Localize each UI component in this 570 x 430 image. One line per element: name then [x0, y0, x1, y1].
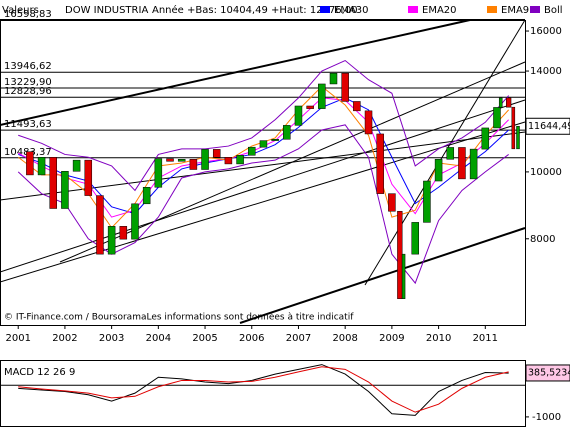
- candle: [236, 155, 244, 165]
- candle: [341, 72, 349, 102]
- level-label: 13229,90: [4, 77, 52, 88]
- y-tick-label: 16000: [530, 26, 562, 37]
- candle: [189, 159, 198, 170]
- trend-line: [239, 227, 526, 324]
- candle: [26, 151, 34, 176]
- candle: [49, 157, 58, 209]
- level-label: 12828,96: [4, 86, 52, 97]
- candle: [329, 72, 338, 85]
- candle: [271, 139, 279, 141]
- legend-label: EMA9: [501, 5, 529, 16]
- header-range: Année +Bas: 10404,49 +Haut: 12876,00: [152, 4, 358, 16]
- candle: [434, 159, 443, 182]
- candle: [458, 147, 466, 180]
- candle: [306, 105, 314, 109]
- candle: [212, 149, 221, 158]
- y-tick-label: 14000: [530, 66, 562, 77]
- level-label: 16598,83: [4, 9, 52, 20]
- candle: [201, 149, 209, 170]
- candle: [469, 148, 478, 180]
- x-tick-label: 2009: [379, 333, 404, 344]
- candle: [481, 127, 490, 150]
- candle: [142, 187, 151, 205]
- candle: [259, 140, 268, 148]
- legend-label: EMA20: [422, 5, 457, 16]
- x-tick-label: 2011: [473, 333, 498, 344]
- candle: [516, 126, 520, 150]
- candle: [511, 106, 516, 150]
- legend-label: EMA30: [334, 5, 369, 16]
- header-label: Valeurs: [2, 5, 39, 16]
- candle: [131, 203, 139, 240]
- header-symbol: DOW INDUSTRIA: [65, 5, 148, 16]
- level-label: 13946,62: [4, 61, 52, 72]
- candle: [166, 158, 174, 162]
- x-tick-label: 2001: [5, 333, 30, 344]
- legend-swatch: [320, 6, 330, 13]
- candle: [397, 210, 403, 299]
- macd-title: MACD 12 26 9: [4, 367, 75, 378]
- legend-swatch: [530, 6, 540, 13]
- level-label: 11493,63: [4, 119, 52, 130]
- legend-label: Boll: [544, 5, 563, 16]
- candle: [318, 83, 326, 109]
- candle: [72, 159, 81, 172]
- candle: [498, 97, 503, 108]
- x-tick-label: 2007: [286, 333, 311, 344]
- candle: [283, 125, 291, 140]
- candle: [61, 171, 69, 209]
- x-tick-label: 2004: [146, 333, 171, 344]
- candle: [84, 159, 93, 196]
- y-tick-label: 8000: [530, 234, 555, 245]
- y-tick-label: -1000: [532, 412, 561, 423]
- candle: [446, 147, 455, 160]
- candle: [401, 253, 406, 299]
- candle: [248, 146, 256, 156]
- candle: [423, 180, 431, 223]
- candle: [107, 226, 116, 255]
- candle: [376, 133, 384, 194]
- candle: [493, 107, 501, 129]
- macd-line: [18, 364, 509, 416]
- candle: [506, 97, 512, 108]
- legend-swatch: [408, 6, 418, 13]
- x-tick-label: 2006: [239, 333, 264, 344]
- macd-line: [18, 366, 509, 413]
- x-tick-label: 2003: [99, 333, 124, 344]
- candle: [37, 157, 46, 176]
- candle: [388, 193, 396, 212]
- trend-line: [364, 19, 526, 286]
- candle: [364, 110, 373, 135]
- candle: [353, 101, 361, 112]
- x-tick-label: 2005: [192, 333, 217, 344]
- candle: [154, 158, 163, 188]
- candle: [224, 157, 233, 165]
- macd-last-box: [525, 364, 570, 382]
- macd-last-label: 385,5234: [528, 367, 570, 378]
- trend-line: [0, 121, 526, 283]
- candle: [177, 159, 186, 162]
- legend-swatch: [487, 6, 497, 13]
- x-tick-label: 2010: [426, 333, 451, 344]
- indicator-line: [18, 59, 510, 192]
- trend-line: [0, 99, 526, 273]
- y-tick-label: 10000: [530, 167, 562, 178]
- candle: [96, 195, 104, 255]
- last-price-label: 11644,49: [528, 121, 570, 132]
- x-tick-label: 2008: [332, 333, 357, 344]
- candle: [411, 222, 419, 255]
- last-price-box: [525, 117, 570, 135]
- x-tick-label: 2002: [52, 333, 77, 344]
- candle: [119, 226, 128, 240]
- footer: © IT-Finance.com / BoursoramaLes informa…: [4, 312, 354, 323]
- candle: [294, 105, 303, 126]
